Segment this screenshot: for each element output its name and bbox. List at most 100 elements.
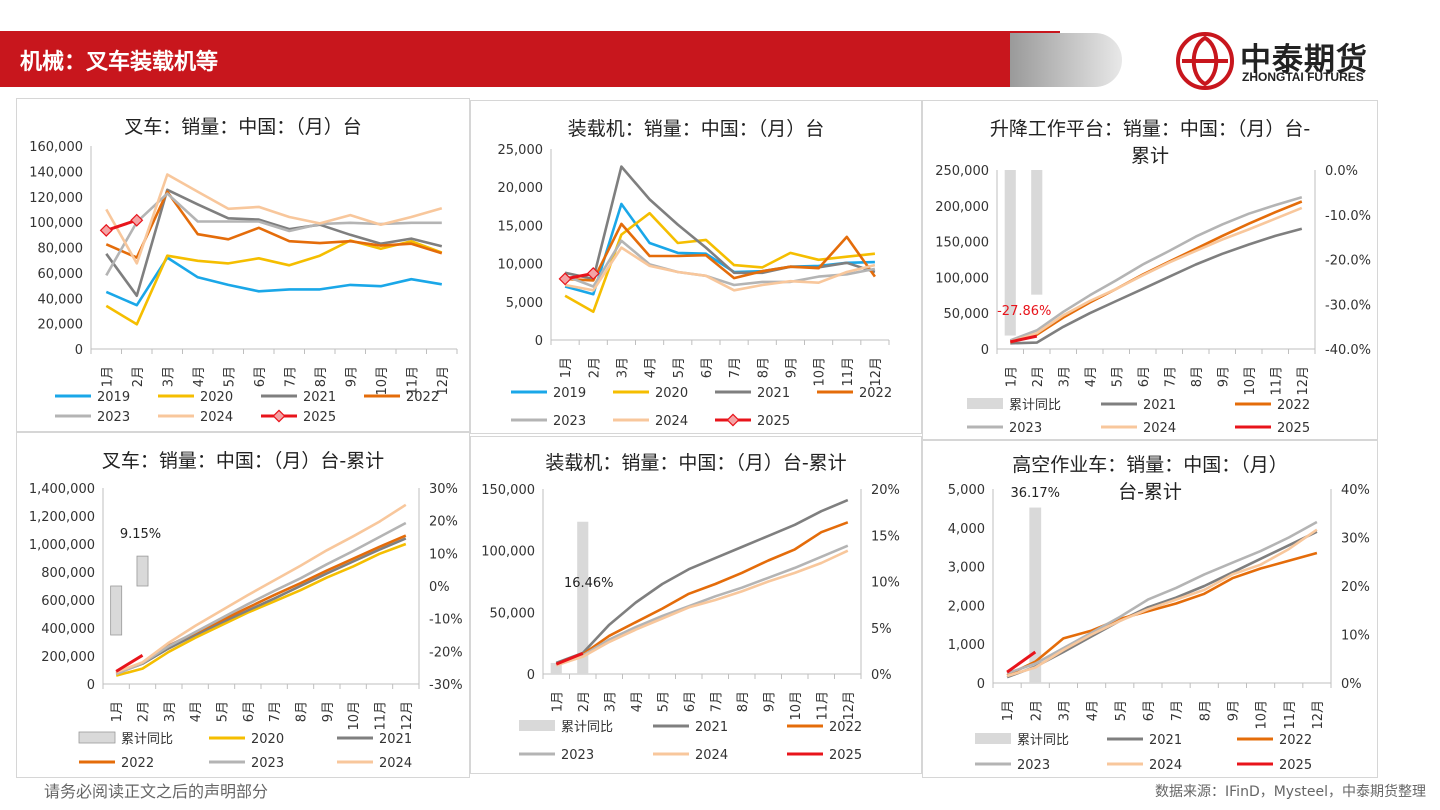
page-title: 机械：叉车装载机等 [20, 50, 219, 75]
x-tick-label: 1月 [110, 701, 125, 722]
y-tick-label: 20,000 [38, 318, 84, 333]
x-tick-label: 5月 [216, 701, 231, 722]
cumulative-yoy-bar [1004, 170, 1016, 336]
banner-shadow [1010, 33, 1122, 87]
cumulative-yoy-bar [110, 585, 123, 636]
x-tick-label: 10月 [789, 691, 804, 721]
legend-swatch-bar [78, 731, 116, 744]
legend-label: 2024 [379, 756, 412, 771]
y-tick-label: 5,000 [948, 483, 985, 498]
company-logo: 中泰期货 ZHONGTAI FUTURES [1176, 32, 1406, 90]
disclaimer-text: 请务必阅读正文之后的声明部分 [44, 782, 269, 801]
x-tick-label: 8月 [295, 701, 310, 722]
x-tick-label: 9月 [344, 366, 359, 387]
y-tick-label: 100,000 [935, 271, 989, 286]
y-tick-label: 5,000 [506, 296, 543, 311]
legend-label: 2025 [303, 410, 336, 425]
y2-tick-label: 0% [1341, 677, 1362, 692]
x-tick-label: 9月 [1226, 700, 1241, 721]
x-tick-label: 11月 [1269, 366, 1284, 396]
x-tick-label: 2月 [587, 357, 602, 378]
y-tick-label: 50,000 [490, 606, 536, 621]
chart-panel-loader-monthly: 装载机：销量：中国：（月）台 0 5,000 10,000 15,000 20,000 25… [470, 100, 922, 434]
series-line-2020 [115, 542, 407, 677]
x-tick-label: 8月 [314, 366, 329, 387]
x-tick-label: 9月 [321, 701, 336, 722]
x-tick-label: 1月 [1001, 700, 1016, 721]
y-tick-label: 2,000 [948, 599, 985, 614]
x-tick-label: 4月 [189, 701, 204, 722]
y-tick-label: 60,000 [38, 267, 84, 282]
y-tick-label: 80,000 [38, 242, 84, 257]
legend-label: 2019 [553, 386, 586, 401]
x-tick-label: 2月 [577, 691, 592, 712]
legend-label: 2021 [757, 386, 790, 401]
x-tick-label: 5月 [672, 357, 687, 378]
x-tick-label: 3月 [615, 357, 630, 378]
y-tick-label: 200,000 [935, 200, 989, 215]
y-tick-label: 1,000,000 [29, 538, 95, 553]
y2-tick-label: 10% [429, 547, 458, 562]
series-line-2022 [555, 521, 849, 666]
legend-swatch-bar [519, 720, 555, 731]
legend-label: 2023 [1009, 421, 1042, 436]
x-tick-label: 9月 [1216, 366, 1231, 387]
x-tick-label: 10月 [813, 357, 828, 387]
x-tick-label: 6月 [700, 357, 715, 378]
x-tick-label: 7月 [1170, 700, 1185, 721]
series-line-2021 [1010, 227, 1303, 345]
y2-tick-label: 0% [871, 668, 892, 683]
legend-label: 2020 [200, 390, 233, 405]
y2-tick-label: 10% [871, 576, 900, 591]
x-tick-label: 12月 [400, 701, 415, 731]
chart-forklift-monthly: 叉车：销量：中国：（月）台 0 20,000 40,000 60,000 80,000 10… [29, 116, 458, 425]
x-tick-label: 4月 [1084, 366, 1099, 387]
y-tick-label: 140,000 [29, 165, 83, 180]
x-tick-label: 7月 [1163, 366, 1178, 387]
legend-label: 2021 [695, 720, 728, 735]
series-marker-2025 [99, 223, 113, 237]
legend-label: 2021 [379, 732, 412, 747]
legend-label: 2020 [251, 732, 284, 747]
y2-tick-label: -40.0% [1325, 343, 1371, 358]
series-line-2023 [115, 521, 407, 676]
bar-data-label: 36.17% [1010, 486, 1060, 501]
x-tick-label: 10月 [1255, 700, 1270, 730]
legend-label: 累计同比 [561, 720, 613, 735]
y-tick-label: 250,000 [935, 164, 989, 179]
y2-tick-label: 40% [1341, 483, 1370, 498]
x-tick-label: 3月 [1057, 700, 1072, 721]
y2-tick-label: 5% [871, 622, 892, 637]
y2-tick-label: -10.0% [1325, 209, 1371, 224]
y-tick-label: 120,000 [29, 191, 83, 206]
x-tick-label: 6月 [683, 691, 698, 712]
y-tick-label: 3,000 [948, 561, 985, 576]
x-tick-label: 11月 [1283, 700, 1298, 730]
legend-label: 累计同比 [1009, 398, 1061, 413]
y-tick-label: 0 [981, 343, 989, 358]
bar-data-label: 16.46% [564, 576, 614, 591]
cumulative-yoy-bar [136, 555, 149, 587]
x-tick-label: 12月 [842, 691, 857, 721]
source-text: 数据来源：IFinD，Mysteel，中泰期货整理 [1155, 784, 1426, 800]
legend-label: 2024 [695, 748, 728, 763]
x-tick-label: 7月 [728, 357, 743, 378]
x-tick-label: 8月 [756, 357, 771, 378]
x-tick-label: 8月 [1190, 366, 1205, 387]
chart-title: 装载机：销量：中国：（月）台-累计 [545, 452, 846, 474]
x-tick-label: 11月 [374, 701, 389, 731]
x-tick-label: 10月 [347, 701, 362, 731]
y-tick-label: 0 [75, 343, 83, 358]
y-tick-label: 800,000 [41, 566, 95, 581]
y-tick-label: 150,000 [935, 236, 989, 251]
series-line-2023 [1006, 520, 1318, 675]
x-tick-label: 4月 [1086, 700, 1101, 721]
series-line-2022 [565, 222, 876, 282]
x-tick-label: 12月 [1311, 700, 1326, 730]
x-tick-label: 12月 [1296, 366, 1311, 396]
y-tick-label: 400,000 [41, 622, 95, 637]
legend-label: 2022 [829, 720, 862, 735]
x-tick-label: 11月 [841, 357, 856, 387]
legend-label: 2021 [1143, 398, 1176, 413]
x-tick-label: 2月 [131, 366, 146, 387]
